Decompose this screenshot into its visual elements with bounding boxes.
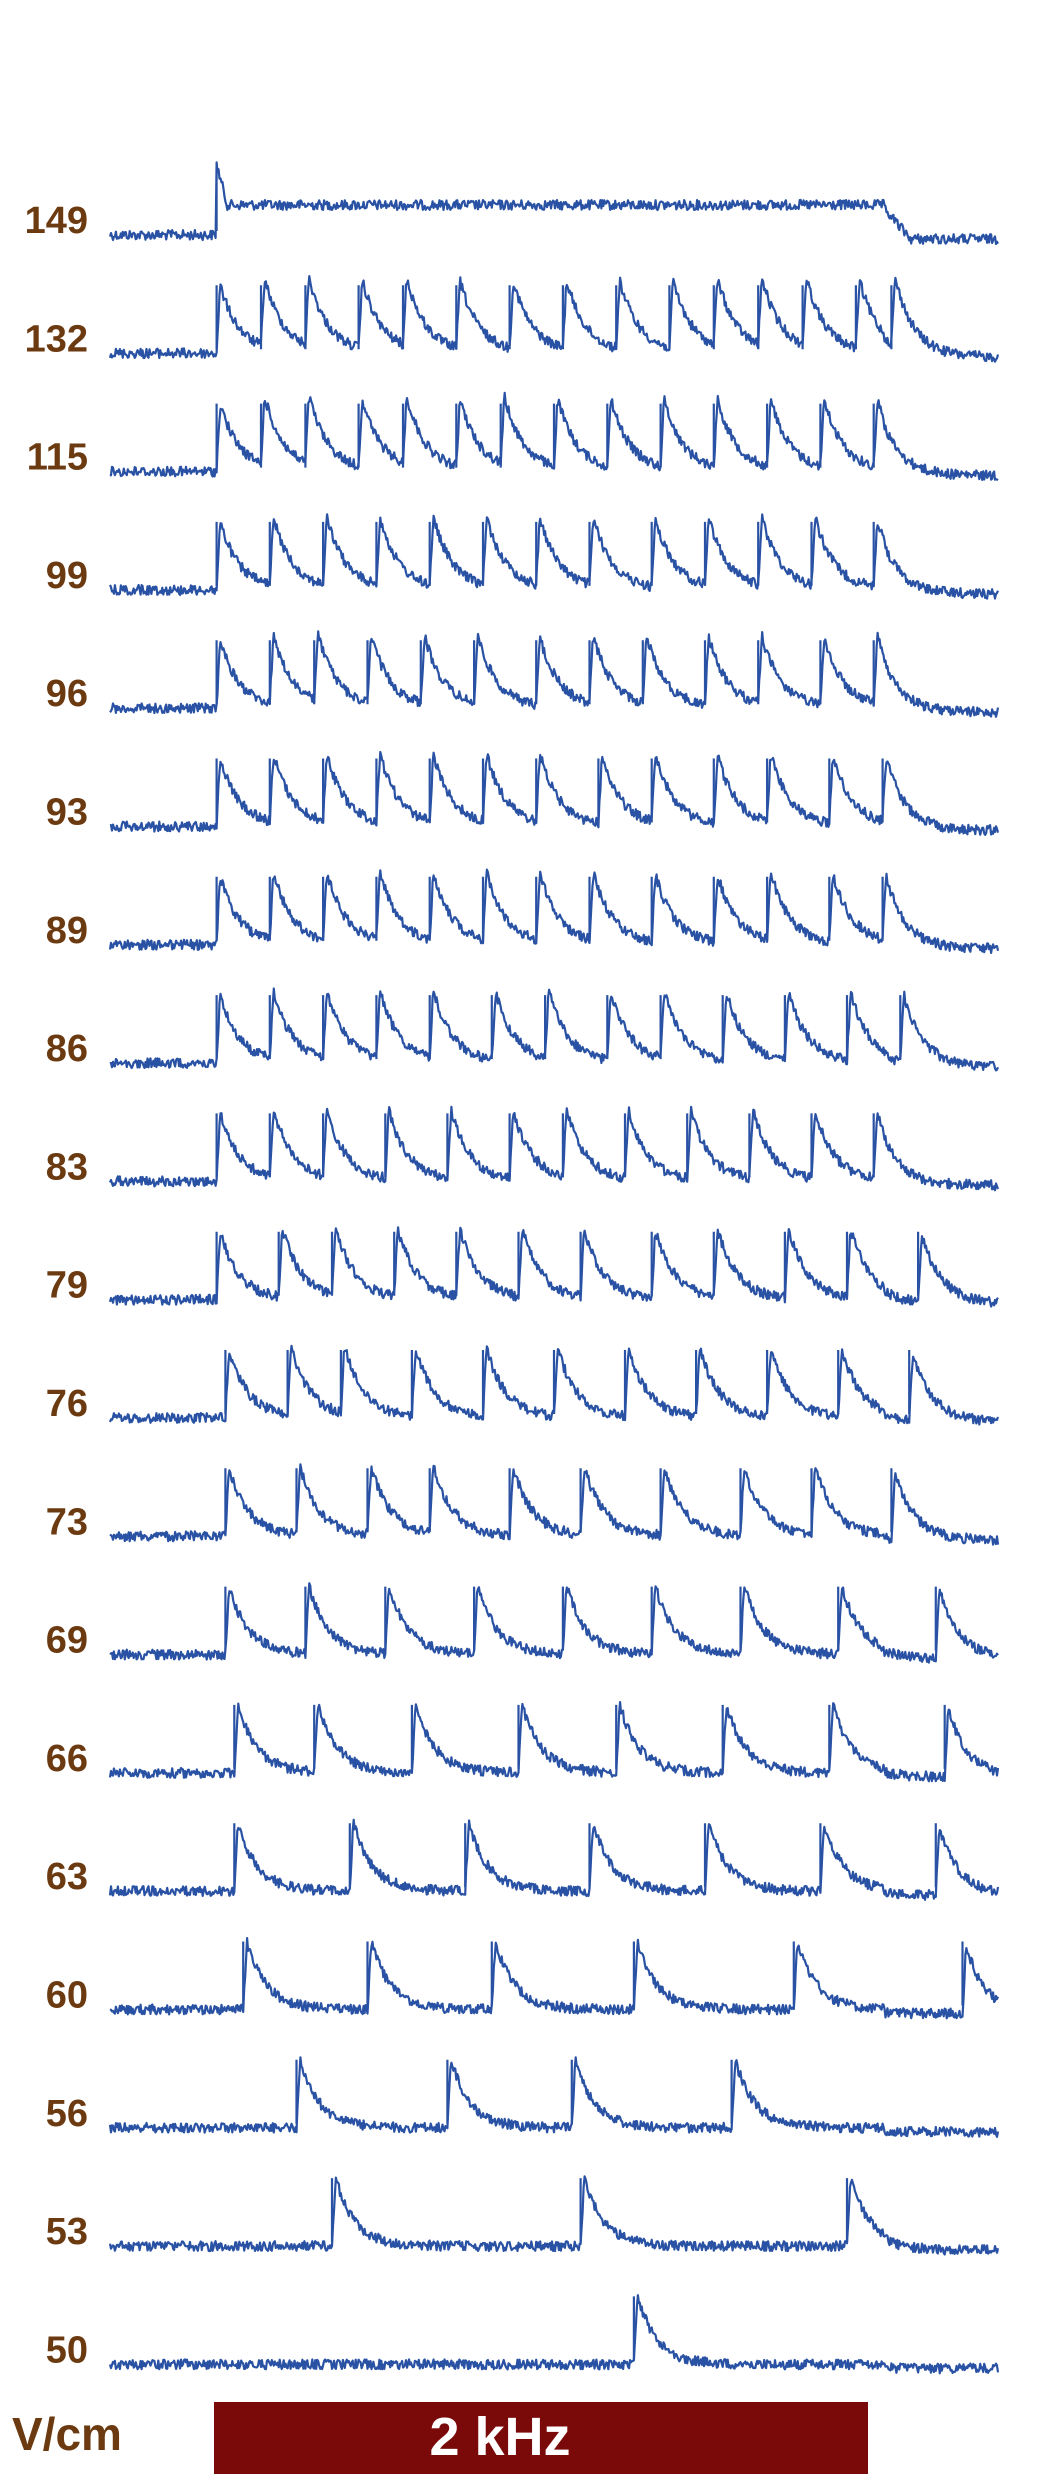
stimulus-label: 2 kHz — [429, 2407, 570, 2467]
voltage-trace-line — [108, 275, 1000, 363]
voltage-trace-line — [108, 513, 1000, 600]
trace-row: 50 — [46, 2294, 1000, 2375]
trace-row: 115 — [27, 391, 999, 482]
trace-row: 66 — [46, 1700, 1000, 1783]
row-label: 50 — [46, 2329, 88, 2371]
trace-row: 73 — [46, 1463, 1000, 1546]
voltage-trace-line — [108, 1818, 1000, 1901]
trace-row: 63 — [46, 1818, 1000, 1901]
row-label: 76 — [46, 1383, 88, 1425]
row-label: 79 — [46, 1265, 88, 1307]
trace-row: 83 — [46, 1105, 1000, 1192]
trace-row: 149 — [25, 161, 999, 246]
trace-row: 76 — [46, 1344, 1000, 1426]
row-label: 93 — [46, 792, 88, 834]
trace-row: 93 — [46, 750, 1000, 836]
voltage-trace-line — [109, 1582, 999, 1664]
row-label: 149 — [25, 200, 88, 242]
row-label: 132 — [25, 318, 88, 360]
stimulus-bar — [214, 2402, 868, 2474]
row-label: 89 — [46, 910, 88, 952]
voltage-trace-line — [109, 1463, 1000, 1546]
row-label: 60 — [46, 1975, 88, 2017]
voltage-trace-line — [109, 391, 999, 482]
row-label: 56 — [46, 2093, 88, 2135]
voltage-trace-line — [109, 987, 1000, 1072]
row-label: 99 — [46, 555, 88, 597]
voltage-trace-line — [109, 630, 1000, 718]
trace-row: 79 — [46, 1226, 999, 1308]
voltage-trace-line — [108, 1700, 1000, 1783]
voltage-trace-line — [108, 868, 1000, 955]
trace-row: 89 — [46, 868, 1000, 955]
voltage-trace-line — [108, 1226, 999, 1308]
voltage-trace-line — [108, 2175, 1000, 2256]
row-label: 53 — [46, 2211, 88, 2253]
row-label: 69 — [46, 1620, 88, 1662]
y-unit-label: V/cm — [12, 2408, 122, 2460]
trace-row: 86 — [46, 987, 1000, 1072]
voltage-trace-line — [108, 1105, 1000, 1192]
voltage-trace-line — [108, 161, 999, 246]
row-label: 66 — [46, 1738, 88, 1780]
trace-row: 99 — [46, 513, 1000, 600]
trace-row: 96 — [46, 630, 1000, 718]
voltage-trace-line — [109, 1936, 1000, 2020]
row-label: 63 — [46, 1856, 88, 1898]
voltage-trace-line — [108, 2056, 1000, 2138]
row-label: 115 — [27, 437, 88, 479]
voltage-trace-line — [109, 750, 1000, 836]
voltage-trace-line — [108, 2294, 1000, 2375]
trace-row: 69 — [46, 1582, 999, 1664]
trace-row: 132 — [25, 275, 1000, 363]
trace-row: 56 — [46, 2056, 1000, 2138]
row-label: 73 — [46, 1501, 88, 1543]
trace-rows: 149 132 115 99 96 93 89 86 83 79 76 73 69 66 63 60 56 53 5… — [25, 161, 1000, 2375]
trace-row: 60 — [46, 1936, 1000, 2020]
row-label: 96 — [46, 673, 88, 715]
trace-row: 53 — [46, 2175, 1000, 2256]
row-label: 86 — [46, 1028, 88, 1070]
row-label: 83 — [46, 1146, 88, 1188]
